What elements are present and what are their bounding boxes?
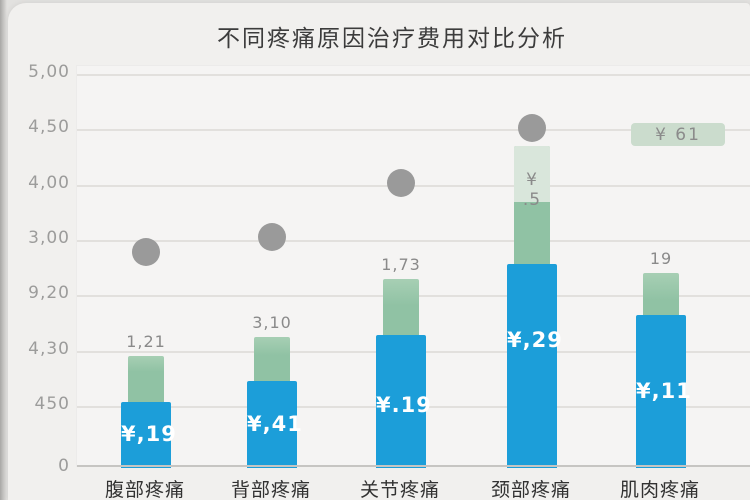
green-bar-value-label-2: 1,73: [381, 254, 421, 274]
legend-pill: ¥ 61: [631, 123, 725, 146]
light-cap-value-label-3: ¥ .5: [522, 169, 542, 210]
blue-bar-3: ¥,29: [507, 263, 563, 468]
y-tick-label-2: 4,00: [28, 173, 70, 193]
blue-bar-0: ¥,19: [121, 401, 177, 468]
blue-bar-value-label-4: ¥,11: [636, 378, 692, 403]
x-category-label-4: 肌肉疼痛: [619, 479, 700, 500]
x-category-label-1: 背部疼痛: [230, 479, 311, 500]
green-bar-value-label-1: 3,10: [252, 313, 292, 333]
y-tick-label-3: 3,00: [28, 228, 70, 248]
blue-bar-2: ¥.19: [376, 334, 432, 468]
x-category-label-3: 颈部疼痛: [490, 479, 571, 500]
y-tick-label-1: 4,50: [28, 117, 70, 137]
y-tick-label-6: 450: [34, 394, 70, 414]
blue-bar-value-label-3: ¥,29: [507, 327, 563, 352]
x-category-label-2: 关节疼痛: [359, 479, 440, 500]
y-tick-label-4: 9,20: [28, 283, 70, 303]
y-tick-label-0: 5,00: [28, 62, 70, 82]
y-tick-label-7: 0: [58, 456, 70, 476]
chart-card: 不同疼痛原因治疗费用对比分析 1,21 ¥,19 3,10 ¥,41 1,73 ¥.19 ¥…: [8, 3, 750, 500]
gridline-1: [77, 129, 750, 131]
green-bar-value-label-0: 1,21: [126, 332, 166, 352]
gray-dot-0: [132, 238, 160, 267]
plot-area: 1,21 ¥,19 3,10 ¥,41 1,73 ¥.19 ¥ .5 ¥,29 19 ¥,11 ¥…: [76, 65, 750, 468]
blue-bar-4: ¥,11: [636, 315, 692, 468]
green-bar-value-label-4: 19: [649, 249, 673, 269]
y-tick-label-5: 4,30: [28, 339, 70, 359]
gridline-0: [77, 74, 750, 76]
chart-title: 不同疼痛原因治疗费用对比分析: [217, 26, 567, 52]
blue-bar-1: ¥,41: [247, 381, 303, 468]
page-edge-shadow: [0, 0, 7, 500]
blue-bar-value-label-0: ¥,19: [121, 421, 177, 446]
blue-bar-value-label-1: ¥,41: [247, 411, 303, 436]
x-axis-line: [77, 465, 750, 467]
gray-dot-3: [518, 114, 546, 143]
legend-label: ¥ 61: [655, 124, 701, 145]
gray-dot-1: [258, 223, 286, 252]
x-category-label-0: 腹部疼痛: [104, 479, 185, 500]
gray-dot-2: [387, 168, 415, 197]
blue-bar-value-label-2: ¥.19: [376, 393, 432, 418]
light-green-cap-3: ¥ .5: [514, 145, 550, 210]
gridline-3: [77, 240, 750, 242]
